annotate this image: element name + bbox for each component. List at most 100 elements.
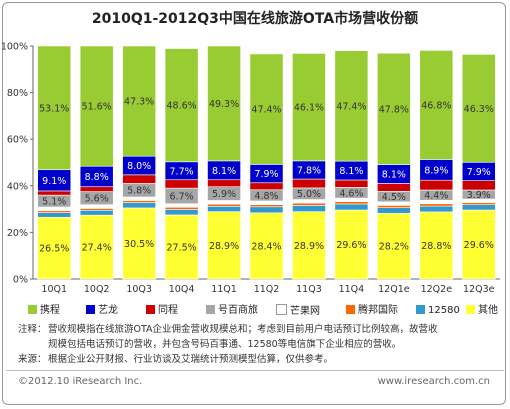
bar-segment	[164, 206, 199, 210]
note-text-2: 规模包括电话预订的营收，并包含号码百事通、12580等电信旗下企业相应的营收。	[48, 339, 402, 350]
bar-segment	[122, 196, 156, 201]
site-url: www.iresearch.com.cn	[377, 376, 490, 387]
bar-segment	[334, 50, 369, 162]
legend-label: 同程	[158, 305, 178, 316]
note-text-1: 营收规模指在线旅游OTA企业佣金营收规模总和；考虑到目前用户电话预订比例较高，故…	[48, 324, 438, 335]
bar-segment	[377, 205, 411, 209]
note-line-2: 规模包括电话预订的营收，并包含号码百事通、12580等电信旗下企业相应的营收。	[18, 337, 510, 352]
legend-swatch	[466, 305, 475, 314]
legend-label: 芒果网	[290, 306, 320, 317]
bar-segment	[37, 216, 72, 280]
x-tick-label: 11Q2	[254, 284, 280, 295]
bar-segment	[334, 203, 369, 211]
legend-item: 其他	[466, 304, 498, 318]
y-tick-label: 40%	[7, 181, 28, 192]
data-label: 28.2%	[379, 242, 409, 253]
legend-item: 腾邦国际	[346, 304, 398, 318]
bar-segment	[419, 205, 454, 213]
bar-segment	[377, 207, 411, 214]
x-tick-label: 12Q3e	[463, 284, 495, 295]
data-label: 4.4%	[424, 191, 448, 202]
data-label: 47.4%	[336, 101, 366, 112]
bar-segment	[79, 186, 114, 192]
data-label: 4.6%	[339, 188, 363, 199]
x-tick-label: 12Q1e	[378, 284, 410, 295]
data-label: 47.3%	[124, 97, 154, 108]
bar-segment	[461, 202, 496, 205]
bar-segment	[419, 211, 454, 280]
y-tick-label: 20%	[7, 228, 28, 239]
bar-segment	[334, 179, 369, 188]
data-label: 7.7%	[170, 166, 194, 177]
bar-segment	[419, 203, 454, 207]
data-label: 26.5%	[39, 244, 69, 255]
legend-swatch	[416, 305, 425, 314]
legend-label: 携程	[40, 305, 60, 316]
bar-segment	[207, 211, 241, 280]
data-label: 5.1%	[42, 197, 66, 208]
bar-segment	[249, 53, 284, 165]
data-label: 7.9%	[467, 167, 491, 178]
data-label: 30.5%	[124, 239, 154, 250]
legend-label: 艺龙	[98, 305, 118, 316]
x-tick-label: 10Q2	[84, 284, 110, 295]
x-tick-label: 11Q1	[211, 284, 237, 295]
bar-segment	[207, 203, 241, 207]
footer-divider	[6, 370, 504, 371]
legend-label: 12580	[428, 305, 460, 316]
data-label: 3.9%	[467, 190, 491, 201]
data-label: 6.7%	[170, 191, 194, 202]
bar-segment	[377, 183, 411, 192]
data-label: 5.8%	[127, 186, 151, 197]
data-label: 5.0%	[297, 189, 321, 200]
legend-item: 同程	[146, 304, 178, 318]
bar-segment	[292, 202, 326, 206]
source-label: 来源：	[18, 354, 47, 365]
data-label: 8.1%	[382, 170, 406, 181]
data-label: 49.3%	[209, 99, 239, 110]
bar-segment	[377, 212, 411, 280]
data-label: 8.1%	[212, 166, 236, 177]
legend-swatch	[206, 305, 215, 314]
data-label: 7.8%	[297, 165, 321, 176]
data-label: 47.4%	[251, 105, 281, 116]
legend-swatch	[276, 304, 287, 315]
bar-segment	[461, 204, 496, 211]
bar-segment	[79, 204, 114, 209]
bar-segment	[292, 53, 326, 162]
legend-swatch	[28, 305, 37, 314]
data-label: 5.6%	[85, 194, 109, 205]
data-label: 8.1%	[339, 166, 363, 177]
x-tick-label: 12Q2e	[421, 284, 453, 295]
data-label: 29.6%	[336, 240, 366, 251]
bar-segment	[249, 204, 284, 208]
data-label: 28.9%	[294, 241, 324, 252]
data-label: 27.5%	[166, 242, 196, 253]
bar-segment	[207, 45, 241, 162]
copyright-text: ©2012.10 iResearch Inc.	[18, 376, 143, 387]
data-label: 4.8%	[254, 191, 278, 202]
legend-swatch	[346, 305, 355, 314]
y-tick-label: 80%	[7, 88, 28, 99]
bar-segment	[292, 205, 326, 212]
legend-item: 芒果网	[276, 304, 320, 318]
bar-segment	[164, 48, 199, 163]
legend-label: 号百商旅	[218, 305, 258, 316]
legend-item: 携程	[28, 304, 60, 318]
bar-segment	[292, 178, 326, 189]
bar-segment	[461, 209, 496, 280]
bar-segment	[164, 203, 199, 208]
data-label: 28.9%	[209, 241, 239, 252]
legend-item: 号百商旅	[206, 304, 258, 318]
y-tick-label: 60%	[7, 135, 28, 146]
bar-segment	[122, 202, 156, 209]
data-label: 8.0%	[127, 161, 151, 172]
bar-segment	[419, 50, 454, 160]
bar-segment	[37, 190, 72, 196]
legend-label: 其他	[478, 305, 498, 316]
data-label: 8.9%	[424, 165, 448, 176]
data-label: 9.1%	[42, 176, 66, 187]
bar-segment	[461, 54, 496, 163]
legend-label: 腾邦国际	[358, 305, 398, 316]
